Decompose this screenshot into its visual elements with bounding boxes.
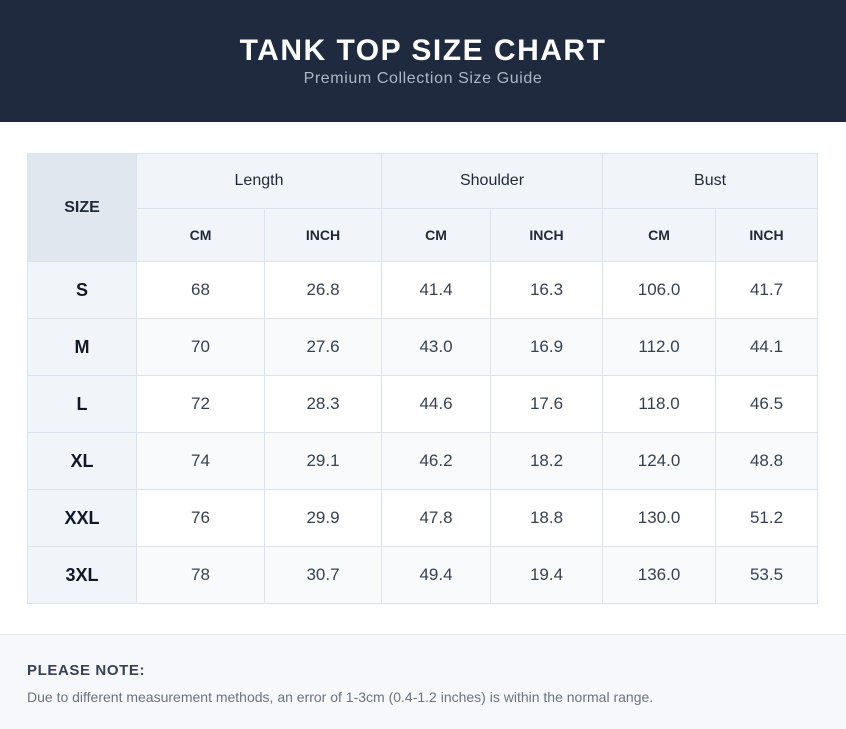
table-cell: 16.3 bbox=[489, 261, 604, 319]
table-row: S 68 26.8 41.4 16.3 106.0 41.7 bbox=[27, 261, 819, 319]
size-cell: L bbox=[27, 375, 137, 433]
table-cell: 27.6 bbox=[264, 318, 382, 376]
table-cell: 112.0 bbox=[602, 318, 717, 376]
table-cell: 17.6 bbox=[489, 375, 604, 433]
size-chart-table: SIZE Length Shoulder Bust CM INCH CM INC… bbox=[27, 153, 819, 604]
table-cell: 18.8 bbox=[489, 489, 604, 547]
table-row: XXL 76 29.9 47.8 18.8 130.0 51.2 bbox=[27, 489, 819, 547]
page-title: TANK TOP SIZE CHART bbox=[239, 34, 607, 67]
page-subtitle: Premium Collection Size Guide bbox=[303, 70, 543, 87]
group-header-row: SIZE Length Shoulder Bust bbox=[27, 153, 819, 262]
size-cell: XXL bbox=[27, 489, 137, 547]
size-cell: XL bbox=[27, 432, 137, 490]
size-cell: S bbox=[27, 261, 137, 319]
size-chart-table-container: SIZE Length Shoulder Bust CM INCH CM INC… bbox=[27, 153, 819, 604]
unit-header: INCH bbox=[264, 208, 382, 262]
table-cell: 41.4 bbox=[381, 261, 491, 319]
table-cell: 78 bbox=[136, 546, 265, 604]
table-row: 3XL 78 30.7 49.4 19.4 136.0 53.5 bbox=[27, 546, 819, 604]
table-cell: 43.0 bbox=[381, 318, 491, 376]
note-title: PLEASE NOTE: bbox=[27, 662, 146, 679]
unit-header: INCH bbox=[489, 208, 604, 262]
group-header-length: Length bbox=[136, 153, 382, 209]
table-cell: 51.2 bbox=[715, 489, 819, 547]
table-cell: 44.1 bbox=[715, 318, 819, 376]
table-cell: 46.5 bbox=[715, 375, 819, 433]
table-cell: 44.6 bbox=[381, 375, 491, 433]
table-cell: 18.2 bbox=[489, 432, 604, 490]
table-cell: 68 bbox=[136, 261, 265, 319]
table-cell: 130.0 bbox=[602, 489, 717, 547]
size-cell: 3XL bbox=[27, 546, 137, 604]
table-cell: 47.8 bbox=[381, 489, 491, 547]
unit-header-row: CM INCH CM INCH CM INCH bbox=[28, 208, 819, 262]
table-cell: 124.0 bbox=[602, 432, 717, 490]
unit-header: CM bbox=[602, 208, 717, 262]
size-cell: M bbox=[27, 318, 137, 376]
table-cell: 72 bbox=[136, 375, 265, 433]
table-cell: 49.4 bbox=[381, 546, 491, 604]
group-header-bust: Bust bbox=[602, 153, 819, 209]
unit-header: CM bbox=[381, 208, 491, 262]
table-cell: 46.2 bbox=[381, 432, 491, 490]
note-text: Due to different measurement methods, an… bbox=[27, 689, 654, 705]
table-cell: 53.5 bbox=[715, 546, 819, 604]
table-cell: 29.1 bbox=[264, 432, 382, 490]
table-row: L 72 28.3 44.6 17.6 118.0 46.5 bbox=[27, 375, 819, 433]
table-cell: 106.0 bbox=[602, 261, 717, 319]
table-cell: 76 bbox=[136, 489, 265, 547]
table-cell: 16.9 bbox=[489, 318, 604, 376]
table-cell: 28.3 bbox=[264, 375, 382, 433]
table-cell: 26.8 bbox=[264, 261, 382, 319]
table-cell: 70 bbox=[136, 318, 265, 376]
table-cell: 136.0 bbox=[602, 546, 717, 604]
unit-header: CM bbox=[136, 208, 265, 262]
note-section: PLEASE NOTE: Due to different measuremen… bbox=[0, 634, 846, 729]
table-cell: 30.7 bbox=[264, 546, 382, 604]
table-cell: 74 bbox=[136, 432, 265, 490]
group-header-shoulder: Shoulder bbox=[380, 153, 604, 209]
table-cell: 41.7 bbox=[715, 261, 819, 319]
table-row: XL 74 29.1 46.2 18.2 124.0 48.8 bbox=[27, 432, 819, 490]
table-cell: 118.0 bbox=[602, 375, 717, 433]
size-column-header: SIZE bbox=[27, 153, 137, 262]
table-cell: 29.9 bbox=[264, 489, 382, 547]
table-row: M 70 27.6 43.0 16.9 112.0 44.1 bbox=[27, 318, 819, 376]
table-cell: 19.4 bbox=[489, 546, 604, 604]
table-cell: 48.8 bbox=[715, 432, 819, 490]
unit-header: INCH bbox=[715, 208, 819, 262]
page-header: TANK TOP SIZE CHART Premium Collection S… bbox=[0, 0, 846, 122]
